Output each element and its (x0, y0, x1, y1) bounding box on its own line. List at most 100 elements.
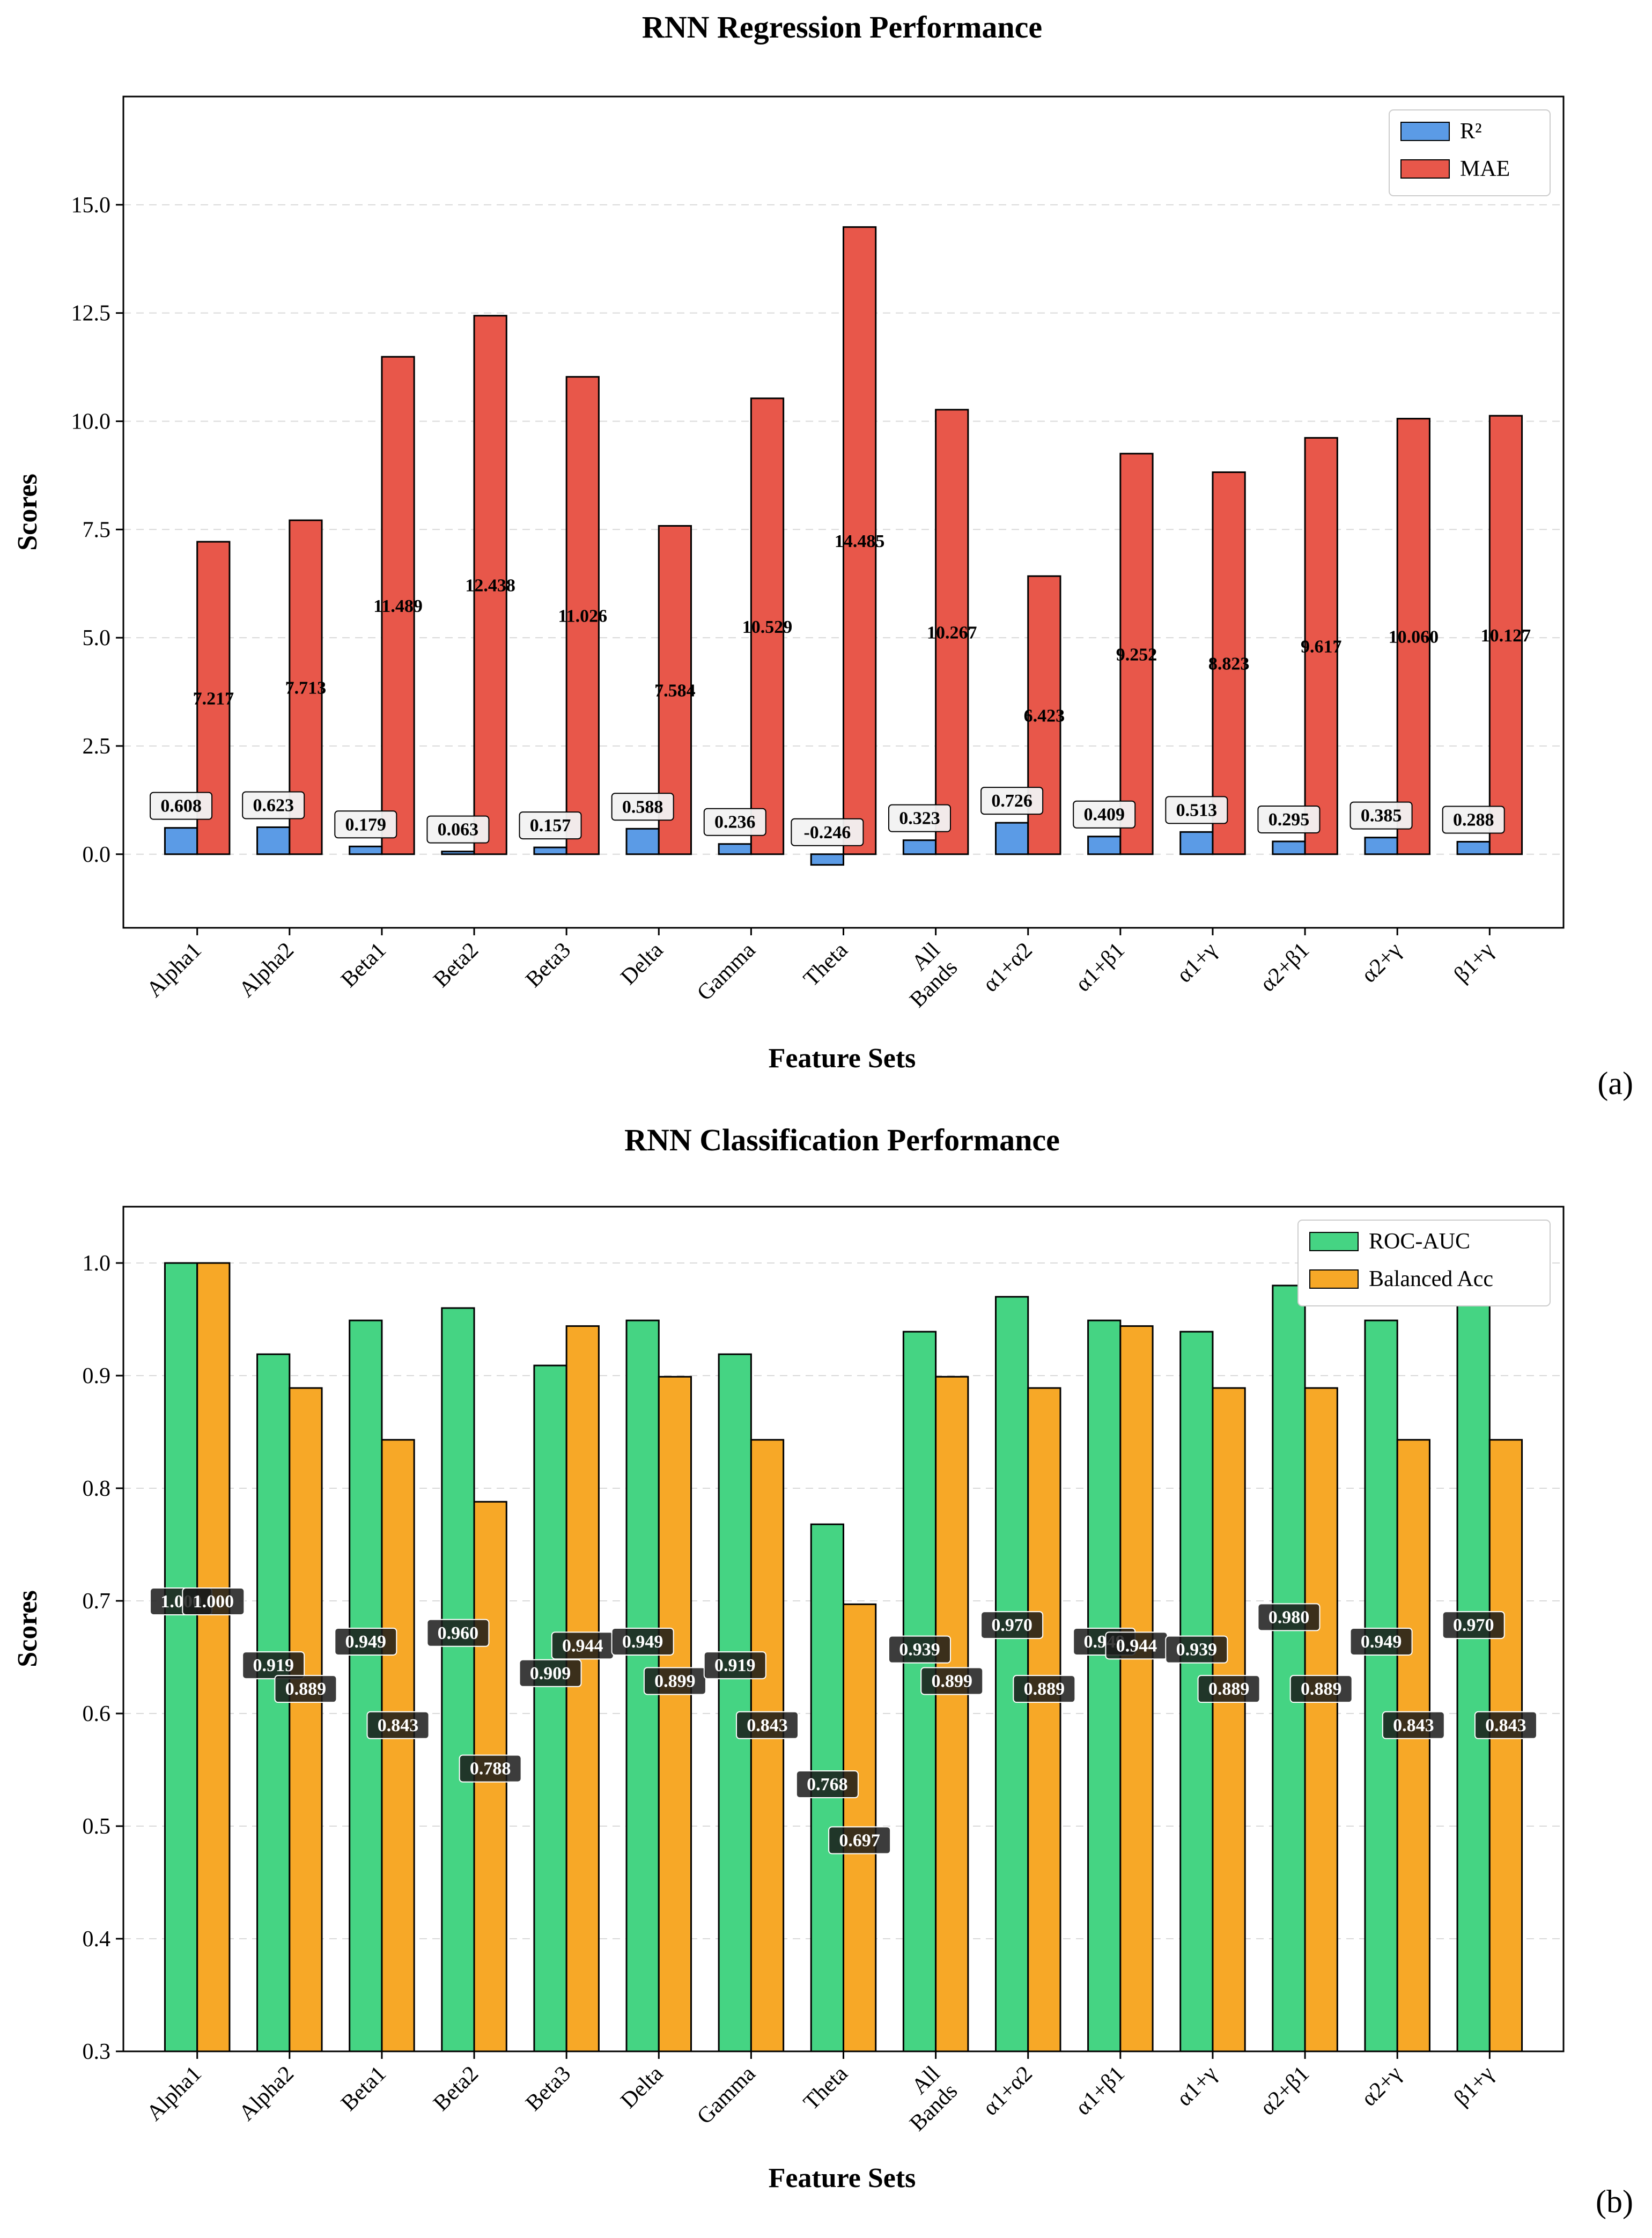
data-label-r-gamma: 0.236 (714, 813, 756, 832)
data-label-r-1: 0.513 (1176, 800, 1218, 820)
y-tick-label: 12.5 (71, 301, 111, 326)
bar-balanced-acc-1 (1488, 1439, 1523, 2052)
bar-roc-auc-1-2 (994, 1296, 1029, 2052)
bar-r-alpha1 (164, 827, 198, 855)
data-label-box (795, 1770, 859, 1799)
x-tick-label: AllBands (888, 938, 962, 1013)
data-label-box (980, 1611, 1044, 1639)
data-label-box (426, 815, 490, 844)
bar-balanced-acc-gamma (750, 1439, 785, 2052)
legend-box (1297, 1220, 1551, 1306)
data-label-roc-auc-2: 0.949 (1361, 1632, 1402, 1652)
bar-mae-alpha2 (289, 519, 323, 855)
y-tick-label: 0.0 (83, 843, 111, 867)
bar-balanced-acc-1-2 (1027, 1387, 1061, 2052)
y-tick-label: 5.0 (83, 626, 111, 651)
bar-mae-beta1 (381, 356, 415, 855)
data-label-box (736, 1711, 799, 1739)
data-label-box (334, 810, 397, 839)
x-tick-label: α1+γ (1172, 2062, 1222, 2111)
data-label-box (459, 1754, 522, 1783)
x-tick-label: Delta (616, 2061, 668, 2113)
x-tick-label: Beta2 (429, 2062, 483, 2116)
legend-swatch-r2 (1400, 122, 1450, 141)
data-label-mae-1-2: 6.423 (1024, 706, 1065, 726)
data-label-box (274, 1675, 337, 1703)
x-tick-label: Theta (799, 937, 852, 991)
panel-label-b: (b) (1596, 2184, 1633, 2219)
data-label-mae-beta1: 11.489 (373, 596, 423, 616)
bar-r-all-bands (902, 839, 937, 855)
bar-balanced-acc-2 (1396, 1439, 1430, 2052)
data-label-box (182, 1587, 245, 1615)
data-label-box (791, 818, 864, 846)
data-label-balanced-acc-1-1: 0.944 (1116, 1636, 1157, 1656)
data-label-box (1257, 805, 1321, 833)
bar-mae-alpha1 (196, 541, 231, 855)
data-label-r-theta: -0.246 (803, 823, 851, 843)
x-tick-label: α1+α2 (978, 938, 1037, 997)
y-axis-ticks: 0.3 0.4 0.5 0.6 0.7 0.8 0.9 1.0 (83, 1251, 123, 2064)
data-label-box (703, 808, 766, 836)
data-labels: 1.0001.0000.9190.8890.9490.8430.9600.788… (150, 1587, 1537, 1855)
data-label-mae-alpha2: 7.713 (285, 678, 327, 698)
x-tick-label: Beta2 (429, 938, 483, 993)
bar-balanced-acc-1-1 (1119, 1325, 1154, 2052)
x-tick-label: α1+β1 (1071, 938, 1130, 997)
bar-roc-auc-2-1 (1272, 1284, 1306, 2052)
bar-r-1 (1456, 841, 1491, 855)
data-label-box (366, 1711, 430, 1739)
bar-mae-1 (1212, 471, 1246, 855)
legend-label-mae: MAE (1460, 157, 1510, 181)
bar-mae-beta2 (473, 315, 507, 855)
chart-title: RNN Classification Performance (624, 1122, 1060, 1157)
x-tick-label: α1+γ (1172, 938, 1222, 988)
x-tick-label: α2+β1 (1256, 938, 1315, 997)
bar-mae-all-bands (935, 409, 969, 855)
y-axis-title: Scores (12, 474, 43, 550)
data-label-roc-auc-alpha2: 0.919 (253, 1656, 294, 1675)
data-label-box (1349, 801, 1413, 830)
x-tick-label: α1+β1 (1071, 2062, 1130, 2121)
bar-balanced-acc-beta1 (381, 1439, 415, 2052)
data-label-box (888, 1635, 951, 1664)
bar-roc-auc-beta1 (349, 1319, 383, 2052)
bar-mae-gamma (750, 397, 785, 855)
data-label-r-1: 0.288 (1453, 810, 1494, 830)
bar-mae-theta (843, 226, 877, 855)
data-label-balanced-acc-beta1: 0.843 (378, 1716, 419, 1735)
x-tick-label: Beta3 (521, 2062, 576, 2116)
data-label-roc-auc-1-2: 0.970 (991, 1615, 1032, 1635)
data-label-box (703, 1651, 766, 1680)
data-label-balanced-acc-gamma: 0.843 (747, 1716, 788, 1735)
data-label-mae-alpha1: 7.217 (193, 689, 234, 708)
data-label-box (1382, 1711, 1445, 1739)
y-tick-label: 0.6 (83, 1702, 111, 1726)
data-label-balanced-acc-delta: 0.899 (654, 1671, 696, 1691)
bar-balanced-acc-delta (658, 1376, 692, 2052)
data-label-balanced-acc-theta: 0.697 (839, 1830, 880, 1850)
data-label-box (1165, 1635, 1228, 1664)
x-axis-title: Feature Sets (769, 1043, 916, 1074)
data-label-mae-theta: 14.485 (835, 531, 885, 551)
x-tick-label: Alpha2 (234, 938, 299, 1002)
data-label-mae-beta3: 11.026 (558, 607, 607, 626)
x-tick-label: Beta1 (336, 938, 391, 993)
data-label-r-all-bands: 0.323 (899, 809, 940, 829)
data-label-box (334, 1627, 397, 1656)
x-tick-label: β1+γ (1449, 2062, 1499, 2111)
legend-swatch-roc-auc (1309, 1232, 1359, 1251)
data-labels: 0.608 7.217 0.623 7.713 0.179 11.489 0.063 12.4… (150, 531, 1531, 846)
bar-roc-auc-beta3 (533, 1364, 567, 2052)
x-tick-label: α2+γ (1356, 2062, 1406, 2111)
data-label-balanced-acc-1: 0.843 (1485, 1716, 1526, 1735)
data-label-mae-delta: 7.584 (654, 681, 696, 701)
y-tick-label: 0.4 (83, 1927, 111, 1952)
y-tick-label: 7.5 (83, 518, 111, 542)
data-label-balanced-acc-beta3: 0.944 (562, 1636, 603, 1656)
x-tick-label: Gamma (692, 937, 761, 1006)
data-label-balanced-acc-2-1: 0.889 (1301, 1679, 1342, 1699)
bar-balanced-acc-alpha2 (289, 1387, 323, 2052)
bar-mae-1 (1488, 415, 1523, 855)
